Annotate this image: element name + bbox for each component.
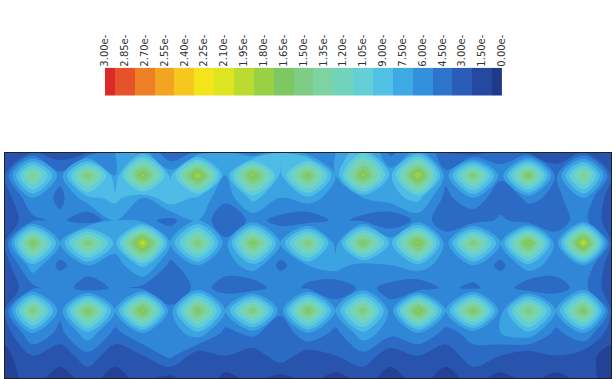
svg-text:4.50e-: 4.50e- bbox=[437, 34, 448, 66]
svg-text:0.00e-: 0.00e- bbox=[496, 34, 507, 66]
svg-text:1.20e-: 1.20e- bbox=[337, 34, 348, 66]
svg-text:2.40e-: 2.40e- bbox=[179, 34, 190, 66]
svg-text:1.65e-: 1.65e- bbox=[278, 34, 289, 66]
svg-text:1.80e-: 1.80e- bbox=[258, 34, 269, 66]
svg-text:2.10e-: 2.10e- bbox=[218, 34, 229, 66]
svg-text:1.50e-: 1.50e- bbox=[476, 34, 487, 66]
svg-text:1.50e-: 1.50e- bbox=[298, 34, 309, 66]
svg-text:2.55e-: 2.55e- bbox=[159, 34, 170, 66]
svg-text:2.70e-: 2.70e- bbox=[139, 34, 150, 66]
svg-text:7.50e-: 7.50e- bbox=[397, 34, 408, 66]
svg-text:1.95e-: 1.95e- bbox=[238, 34, 249, 66]
svg-text:6.00e-: 6.00e- bbox=[417, 34, 428, 66]
svg-text:1.05e-: 1.05e- bbox=[357, 34, 368, 66]
svg-text:3.00e-: 3.00e- bbox=[99, 34, 110, 66]
svg-text:2.85e-: 2.85e- bbox=[119, 34, 130, 66]
svg-text:1.35e-: 1.35e- bbox=[318, 34, 329, 66]
svg-text:9.00e-: 9.00e- bbox=[377, 34, 388, 66]
svg-text:3.00e-: 3.00e- bbox=[456, 34, 467, 66]
svg-text:2.25e-: 2.25e- bbox=[198, 34, 209, 66]
